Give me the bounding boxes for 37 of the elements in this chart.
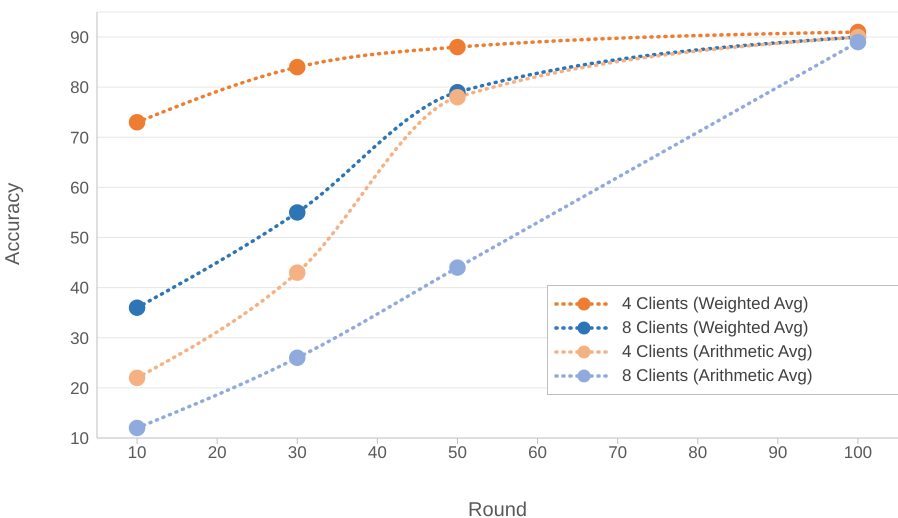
x-tick-label: 30 bbox=[288, 443, 307, 462]
legend-label: 8 Clients (Weighted Avg) bbox=[622, 317, 808, 339]
point bbox=[289, 264, 306, 281]
point bbox=[289, 350, 306, 366]
legend-label: 4 Clients (Arithmetic Avg) bbox=[622, 341, 813, 363]
x-tick-label: 50 bbox=[448, 443, 467, 462]
point bbox=[289, 58, 306, 76]
x-tick-label: 70 bbox=[608, 443, 628, 462]
x-tick-label: 90 bbox=[768, 443, 788, 462]
point bbox=[128, 420, 146, 436]
x-axis-title: Round bbox=[468, 499, 527, 518]
y-tick-label: 50 bbox=[70, 228, 89, 248]
y-tick-label: 60 bbox=[70, 178, 89, 198]
y-tick-label: 70 bbox=[70, 128, 89, 148]
point bbox=[128, 299, 146, 316]
y-tick-label: 10 bbox=[70, 429, 89, 448]
y-tick-label: 20 bbox=[70, 378, 89, 398]
x-tick-label: 10 bbox=[128, 443, 147, 462]
x-tick-label: 100 bbox=[844, 443, 872, 462]
point bbox=[289, 204, 306, 221]
point bbox=[449, 259, 466, 276]
y-tick-label: 40 bbox=[70, 278, 89, 298]
x-tick-label: 80 bbox=[688, 443, 708, 462]
x-tick-label: 20 bbox=[208, 443, 227, 462]
y-tick-label: 30 bbox=[70, 328, 89, 348]
y-axis-title: Accuracy bbox=[2, 182, 24, 265]
y-tick-label: 80 bbox=[70, 78, 89, 98]
legend-label: 4 Clients (Weighted Avg) bbox=[622, 293, 808, 315]
point bbox=[128, 370, 146, 386]
legend-label: 8 Clients (Arithmetic Avg) bbox=[622, 365, 813, 387]
point bbox=[449, 38, 466, 56]
x-tick-label: 60 bbox=[528, 443, 548, 462]
point bbox=[128, 114, 146, 131]
point bbox=[449, 88, 466, 106]
x-tick-label: 40 bbox=[368, 443, 387, 462]
point bbox=[850, 34, 866, 50]
y-tick-label: 90 bbox=[70, 28, 89, 48]
